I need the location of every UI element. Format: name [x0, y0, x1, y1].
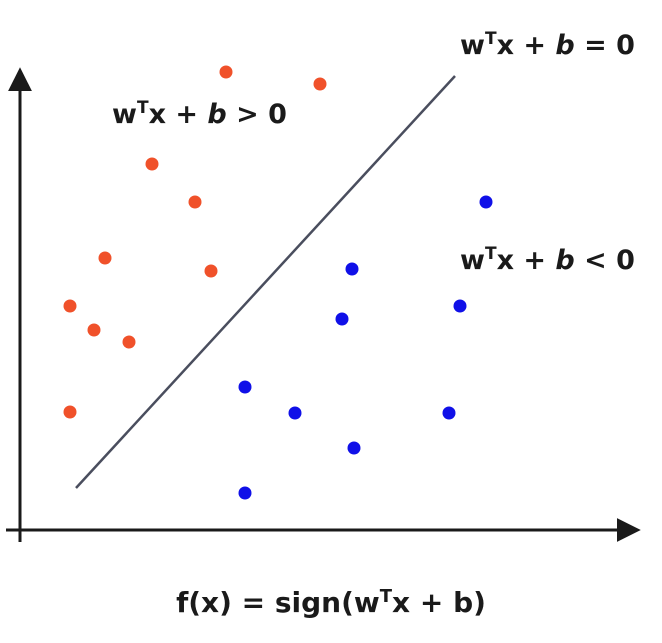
negative-class-point: [288, 406, 302, 420]
positive-class-point: [98, 251, 112, 265]
negative-class-point: [453, 299, 467, 313]
positive-class-point: [219, 65, 233, 79]
classifier-formula-caption: f(x) = sign(wTx + b): [176, 586, 486, 619]
boundary-equation-label: wTx + b = 0: [460, 29, 635, 61]
positive-class-point: [87, 323, 101, 337]
negative-region-label: wTx + b < 0: [460, 244, 635, 276]
positive-class-point: [188, 195, 202, 209]
decision-boundary-line: [75, 75, 456, 489]
negative-class-point: [442, 406, 456, 420]
negative-class-point: [479, 195, 493, 209]
negative-class-point: [238, 380, 252, 394]
positive-class-point: [122, 335, 136, 349]
negative-class-point: [345, 262, 359, 276]
data-points: [63, 65, 493, 500]
negative-class-point: [347, 441, 361, 455]
positive-class-point: [63, 299, 77, 313]
positive-class-point: [313, 77, 327, 91]
negative-class-point: [335, 312, 349, 326]
positive-class-point: [145, 157, 159, 171]
positive-class-point: [63, 405, 77, 419]
positive-class-point: [204, 264, 218, 278]
negative-class-point: [238, 486, 252, 500]
positive-region-label: wTx + b > 0: [112, 98, 287, 130]
